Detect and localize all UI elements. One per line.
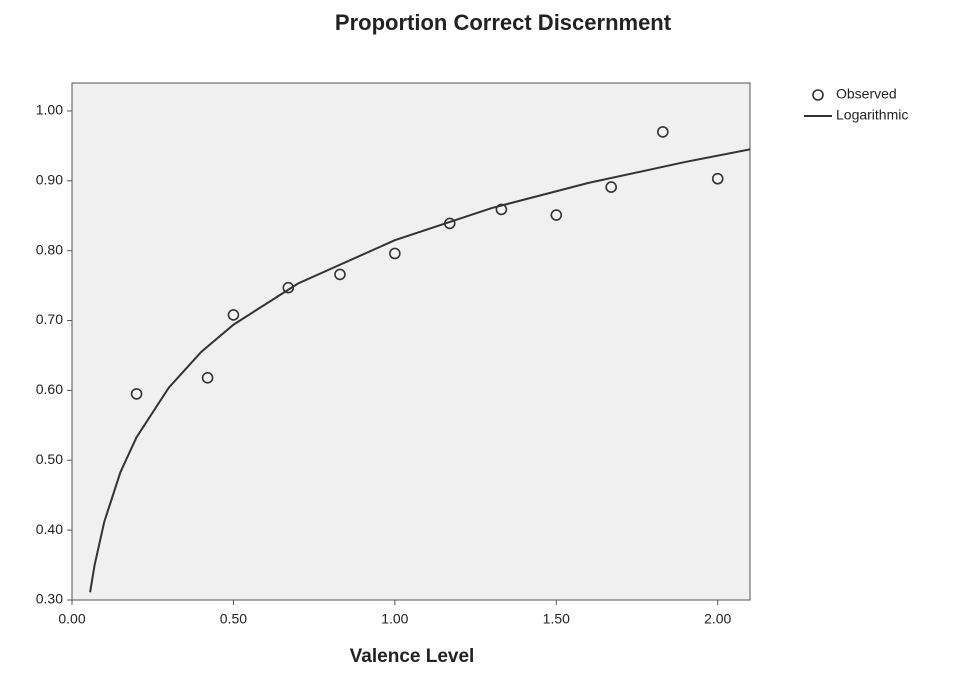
legend-label: Observed	[836, 86, 897, 102]
data-point	[550, 209, 563, 221]
x-axis-title: Valence Level	[350, 646, 475, 667]
data-point	[389, 247, 401, 260]
plot-area	[71, 82, 751, 601]
data-point	[657, 126, 669, 138]
x-tick-label: 1.50	[543, 611, 570, 627]
x-tick-label: 1.00	[381, 611, 408, 627]
y-tick-label: 0.90	[36, 172, 63, 188]
fit-line	[89, 148, 750, 593]
y-tick-label: 0.50	[36, 451, 63, 467]
y-tick-label: 0.60	[36, 381, 63, 397]
x-tick-label: 2.00	[704, 611, 731, 627]
legend-marker	[812, 89, 824, 101]
data-point	[130, 388, 143, 400]
y-tick-label: 0.40	[36, 521, 63, 537]
chart-title: Proportion Correct Discernment	[335, 10, 672, 35]
y-tick-label: 0.70	[36, 311, 63, 327]
data-point	[605, 181, 617, 193]
legend-label: Logarithmic	[836, 107, 908, 123]
data-point	[227, 309, 240, 321]
x-tick-label: 0.50	[220, 611, 247, 627]
data-point	[711, 172, 724, 185]
data-point	[334, 268, 346, 281]
y-tick-label: 0.80	[36, 241, 63, 257]
data-point	[201, 372, 214, 384]
y-tick-label: 0.30	[36, 591, 63, 607]
y-tick-label: 1.00	[36, 102, 63, 118]
x-tick-label: 0.00	[58, 611, 85, 627]
